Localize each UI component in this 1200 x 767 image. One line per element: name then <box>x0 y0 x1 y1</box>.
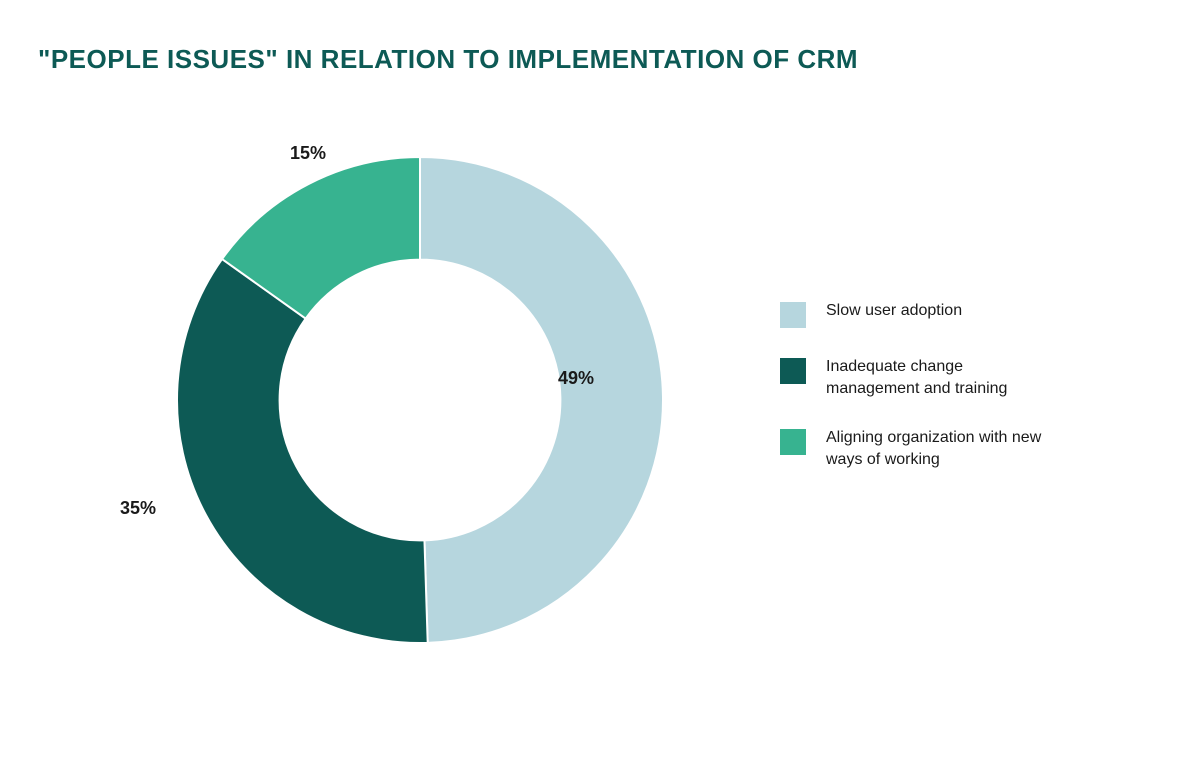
legend-item-slow-user-adoption: Slow user adoption <box>780 300 1046 328</box>
legend-item-inadequate-change-mgmt: Inadequate change management and trainin… <box>780 356 1046 399</box>
donut-chart <box>150 130 690 670</box>
chart-container: "PEOPLE ISSUES" IN RELATION TO IMPLEMENT… <box>0 0 1200 767</box>
legend-swatch <box>780 302 806 328</box>
slice-label-aligning-org: 15% <box>290 143 326 164</box>
legend-label: Slow user adoption <box>826 300 962 322</box>
legend-swatch <box>780 429 806 455</box>
donut-svg <box>150 130 690 670</box>
legend-item-aligning-org: Aligning organization with new ways of w… <box>780 427 1046 470</box>
slice-label-slow-user-adoption: 49% <box>558 368 594 389</box>
legend-label: Aligning organization with new ways of w… <box>826 427 1046 470</box>
slice-label-inadequate-change-mgmt: 35% <box>120 498 156 519</box>
chart-title: "PEOPLE ISSUES" IN RELATION TO IMPLEMENT… <box>38 44 858 75</box>
legend-label: Inadequate change management and trainin… <box>826 356 1046 399</box>
donut-slice-slow_user_adoption <box>420 157 663 643</box>
legend: Slow user adoption Inadequate change man… <box>780 300 1046 498</box>
legend-swatch <box>780 358 806 384</box>
